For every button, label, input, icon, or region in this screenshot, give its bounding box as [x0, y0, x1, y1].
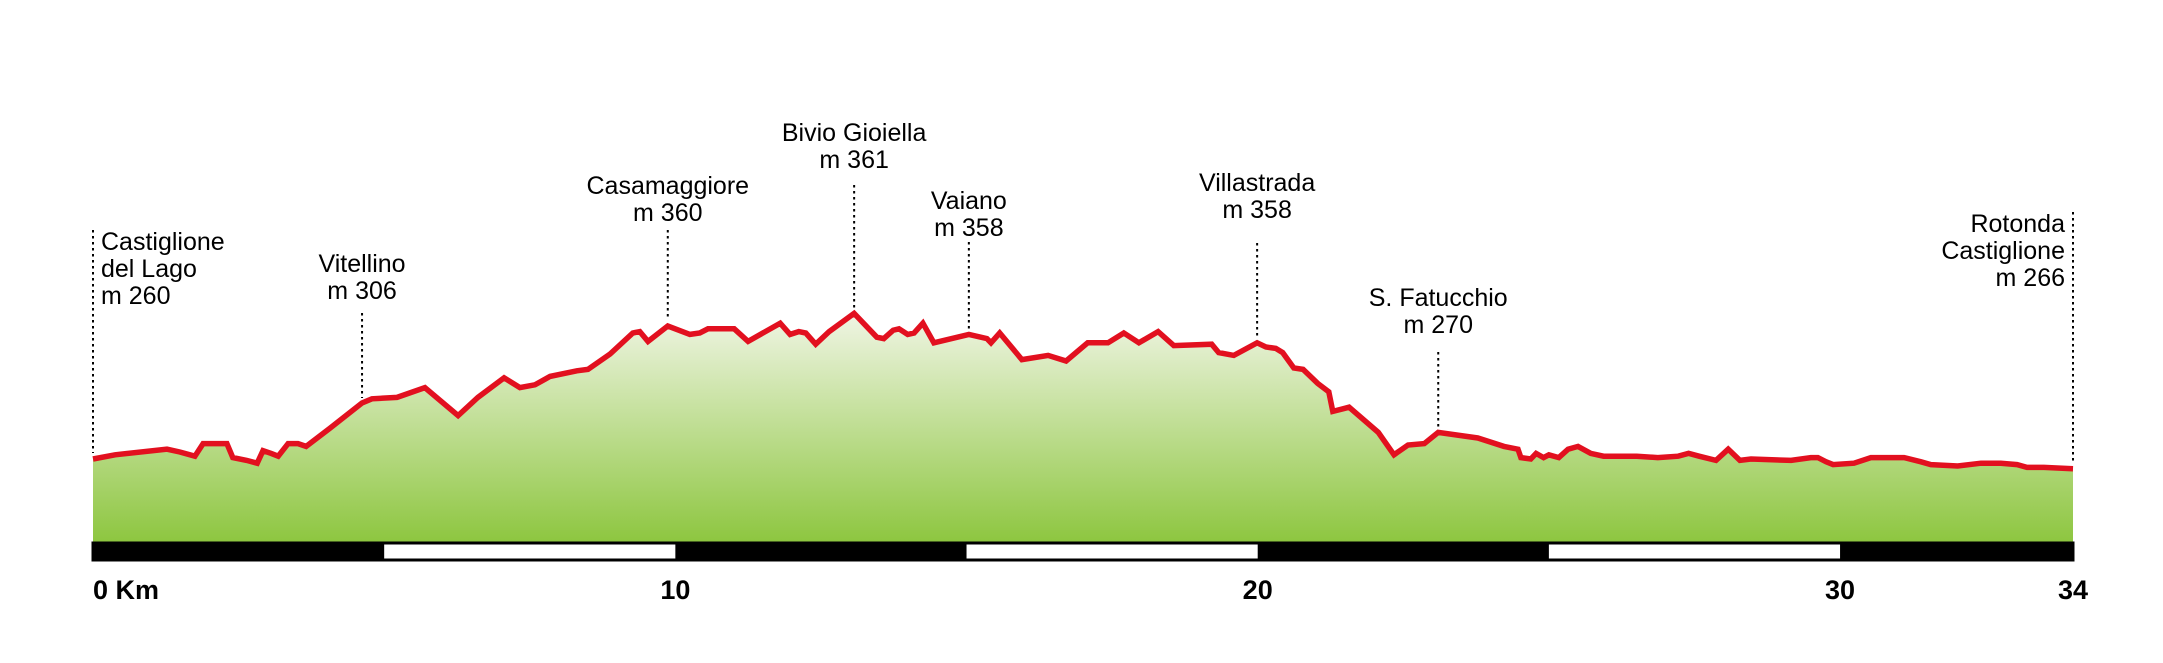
waypoint-label: Bivio Gioiella m 361: [782, 119, 927, 174]
scale-bar-outline: [91, 541, 2075, 562]
scale-bar-segment: [1257, 543, 1549, 560]
waypoint-label: Vaiano m 358: [931, 187, 1007, 242]
waypoint-label: Vitellino m 306: [318, 250, 405, 305]
scale-bar-segment: [93, 543, 385, 560]
waypoint-label: Castiglione del Lago m 260: [101, 228, 225, 310]
km-scale-bar: [91, 541, 2075, 562]
waypoint-label: Rotonda Castiglione m 266: [1941, 210, 2065, 292]
scale-bar-segment: [1840, 543, 2073, 560]
scale-bar-segment: [675, 543, 967, 560]
elevation-profile-line: [92, 309, 2074, 472]
km-axis-label: 0 Km: [93, 575, 159, 605]
waypoint-annotations: Castiglione del Lago m 260 Vitellino m 306 Ca…: [92, 119, 2074, 463]
km-axis-labels: 0 Km 10 20 30 34: [93, 575, 2088, 605]
scale-bar-background: [93, 543, 2073, 560]
waypoint-label: Casamaggiore m 360: [586, 172, 749, 227]
waypoint-label: S. Fatucchio m 270: [1369, 284, 1508, 339]
km-axis-label: 30: [1825, 575, 1855, 605]
km-axis-label: 34: [2058, 575, 2088, 605]
km-axis-label: 10: [660, 575, 690, 605]
km-axis-label: 20: [1243, 575, 1273, 605]
waypoint-label: Villastrada m 358: [1199, 169, 1315, 224]
